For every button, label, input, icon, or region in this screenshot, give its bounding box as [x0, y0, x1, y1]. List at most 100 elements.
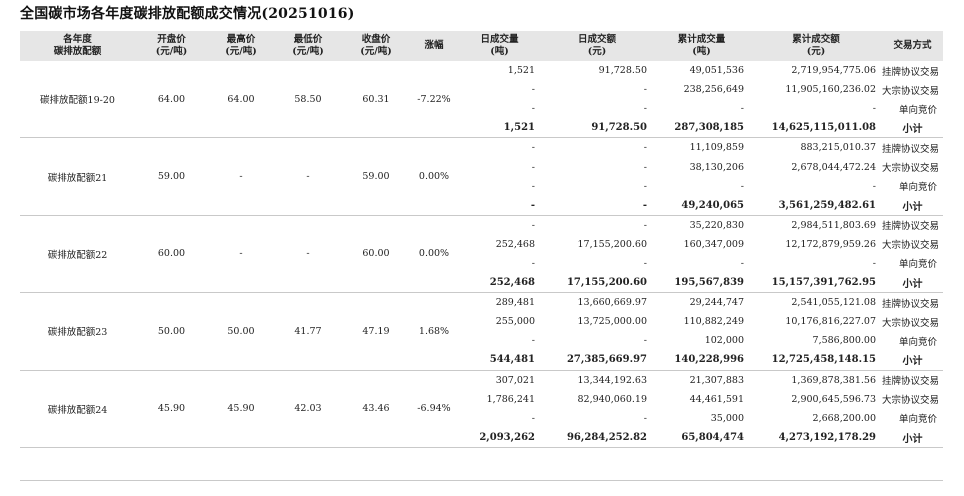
cum-amount-cell: - — [872, 103, 876, 115]
quota-name-cell: 碳排放配额24 — [20, 370, 135, 448]
table-row: - - 238,256,649 11,905,160,236.02 大宗协议交易 — [20, 80, 943, 99]
header-close-price-line: 收盘价 — [361, 34, 391, 45]
header-daily-volume: 日成交量 (吨) — [458, 31, 541, 61]
header-high-price-line: (元/吨) — [225, 46, 257, 57]
table-row: - - 102,000 7,586,800.00 单向竞价 — [20, 331, 943, 350]
table-row: 碳排放配额23 50.00 50.00 41.77 47.19 1.68% 289,481 1… — [20, 292, 943, 371]
cum-amount-cell: 883,215,010.37 — [800, 142, 876, 154]
carbon-quota-table: 各年度 碳排放配额 开盘价 (元/吨) 最高价 (元/吨) 最低价 (元/吨) 收盘价 (元/吨)… — [20, 31, 943, 448]
daily-amount-cell: 82,940,060.19 — [577, 393, 647, 405]
cum-amount-cell: 2,719,954,775.06 — [791, 65, 876, 77]
cum-amount-cell: 1,369,878,381.56 — [791, 374, 876, 386]
change-cell: -6.94% — [410, 370, 458, 448]
low-price-cell: 41.77 — [274, 292, 342, 371]
daily-volume-cell: - — [531, 335, 535, 347]
header-cum-amount: 累计成交额 (元) — [750, 31, 882, 61]
quota-name-cell: 碳排放配额21 — [20, 137, 135, 216]
change-cell: -7.22% — [410, 61, 458, 139]
trade-mode-cell: 大宗协议交易 — [882, 317, 940, 329]
cum-amount-cell: 7,586,800.00 — [812, 335, 876, 347]
header-year-quota-line: 碳排放配额 — [53, 46, 102, 57]
daily-amount-cell: - — [643, 257, 647, 269]
cum-volume-cell: 110,882,249 — [683, 316, 744, 328]
high-price-cell: - — [208, 215, 274, 294]
table-bottom-divider — [20, 480, 943, 481]
daily-volume-cell: 2,093,262 — [458, 427, 541, 448]
daily-volume-cell: 544,481 — [458, 350, 541, 371]
cum-volume-cell: 21,307,883 — [689, 374, 744, 386]
trade-mode-cell: 小计 — [882, 350, 943, 371]
cum-volume-cell: 29,244,747 — [689, 297, 744, 309]
high-price-cell: 45.90 — [208, 370, 274, 448]
open-price-cell: 59.00 — [135, 137, 208, 216]
close-price-cell: 60.31 — [342, 61, 410, 139]
cum-amount-cell: 11,905,160,236.02 — [785, 84, 876, 96]
header-close-price-line: (元/吨) — [360, 46, 392, 57]
trade-mode-cell: 挂牌协议交易 — [882, 221, 940, 233]
header-daily-amount-line: (元) — [587, 46, 607, 57]
low-price-cell: - — [274, 215, 342, 294]
header-year-quota-line: 各年度 — [63, 34, 92, 45]
daily-amount-cell: 17,155,200.60 — [541, 273, 653, 294]
high-price-cell: 50.00 — [208, 292, 274, 371]
header-cum-amount-line: 累计成交额 — [792, 34, 840, 45]
header-low-price-line: (元/吨) — [292, 46, 324, 57]
low-price-cell: 58.50 — [274, 61, 342, 139]
header-year-quota: 各年度 碳排放配额 — [20, 31, 135, 61]
header-daily-amount: 日成交额 (元) — [541, 31, 653, 61]
cum-volume-cell: 11,109,859 — [689, 142, 744, 154]
open-price-cell: 50.00 — [135, 292, 208, 371]
open-price-cell: 45.90 — [135, 370, 208, 448]
quota-name-cell: 碳排放配额19-20 — [20, 61, 135, 139]
daily-volume-cell: 252,468 — [495, 238, 535, 250]
daily-amount-cell: 13,344,192.63 — [577, 374, 647, 386]
cum-volume-cell: 195,567,839 — [653, 273, 750, 294]
table-row: - - - - 单向竞价 — [20, 254, 943, 273]
daily-volume-cell: - — [531, 257, 535, 269]
daily-amount-cell: 13,725,000.00 — [577, 316, 647, 328]
cum-amount-cell: 12,725,458,148.15 — [750, 350, 882, 371]
header-daily-volume-line: 日成交量 — [480, 34, 519, 45]
cum-volume-cell: 35,220,830 — [689, 219, 744, 231]
trade-mode-cell: 挂牌协议交易 — [882, 143, 940, 155]
header-cum-amount-line: (元) — [806, 46, 826, 57]
daily-amount-cell: 17,155,200.60 — [577, 238, 647, 250]
daily-amount-cell: 96,284,252.82 — [541, 427, 653, 448]
trade-mode-cell: 大宗协议交易 — [882, 395, 940, 407]
daily-volume-cell: 1,521 — [507, 65, 535, 77]
change-cell: 1.68% — [410, 292, 458, 371]
trade-mode-cell: 大宗协议交易 — [882, 240, 940, 252]
close-price-cell: 43.46 — [342, 370, 410, 448]
close-price-cell: 59.00 — [342, 137, 410, 216]
trade-mode-cell: 单向竞价 — [898, 259, 937, 271]
daily-volume-cell: 307,021 — [495, 374, 535, 386]
cum-volume-cell: 160,347,009 — [683, 238, 744, 250]
table-row: 碳排放配额24 45.90 45.90 42.03 43.46 -6.94% 307,021… — [20, 370, 943, 448]
quota-name-cell: 碳排放配额23 — [20, 292, 135, 371]
header-change-line: 涨幅 — [424, 40, 444, 51]
close-price-cell: 47.19 — [342, 292, 410, 371]
table-row: - - 35,000 2,668,200.00 单向竞价 — [20, 409, 943, 428]
subtotal-row: 2,093,262 96,284,252.82 65,804,474 4,273,19… — [20, 427, 943, 448]
subtotal-row: - -49,240,065 3,561,259,482.61 小计 — [20, 195, 943, 216]
cum-volume-cell: - — [740, 103, 744, 115]
close-price-cell: 60.00 — [342, 215, 410, 294]
cum-amount-cell: 4,273,192,178.29 — [750, 427, 882, 448]
cum-amount-cell: 10,176,816,227.07 — [785, 316, 876, 328]
daily-volume-cell: - — [531, 142, 535, 154]
cum-amount-cell: 2,541,055,121.08 — [791, 297, 876, 309]
daily-amount-cell: - — [643, 84, 647, 96]
trade-mode-cell: 单向竞价 — [898, 104, 937, 116]
daily-amount-cell: - — [643, 142, 647, 154]
subtotal-row: 544,481 27,385,669.97 140,228,996 12,725,45… — [20, 350, 943, 371]
high-price-cell: 64.00 — [208, 61, 274, 139]
daily-volume-cell: - — [531, 161, 535, 173]
header-change: 涨幅 — [410, 31, 458, 61]
trade-mode-cell: 小计 — [882, 118, 943, 139]
daily-amount-cell: 13,660,669.97 — [577, 297, 647, 309]
trade-mode-cell: 小计 — [882, 195, 943, 216]
header-low-price: 最低价 (元/吨) — [274, 31, 342, 61]
cum-volume-cell: 49,051,536 — [689, 65, 744, 77]
header-high-price: 最高价 (元/吨) — [208, 31, 274, 61]
cum-volume-cell: - — [740, 257, 744, 269]
